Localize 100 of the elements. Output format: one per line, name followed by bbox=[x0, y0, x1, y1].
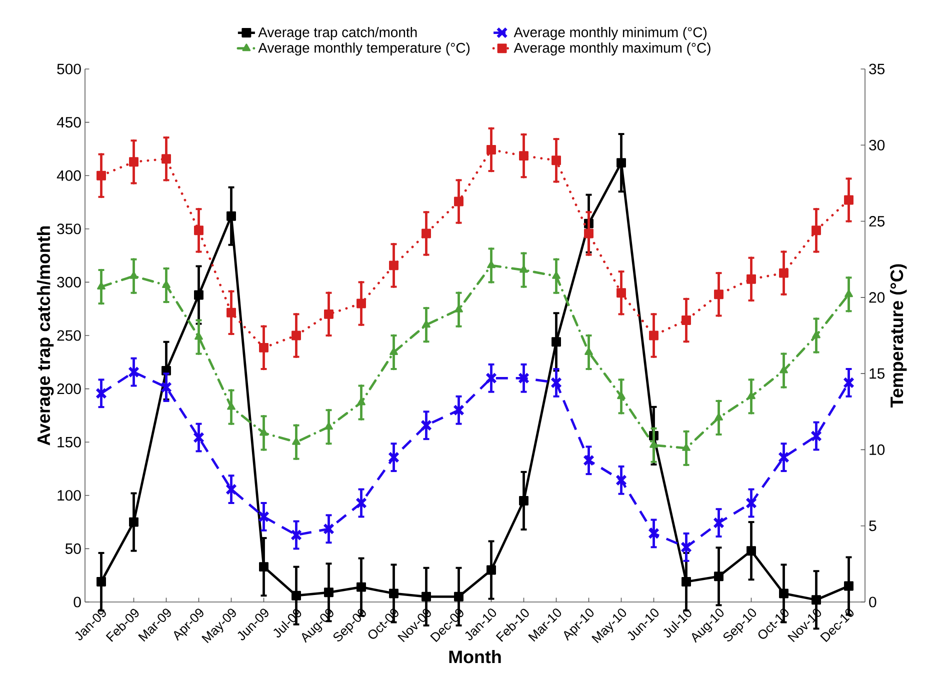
point bbox=[129, 517, 138, 527]
point bbox=[812, 226, 821, 236]
x-axis-title: Month bbox=[449, 650, 501, 664]
point bbox=[487, 260, 496, 268]
y-tick-label: 500 bbox=[57, 64, 81, 74]
point bbox=[356, 298, 366, 308]
y-axis-title: Average trap catch/month bbox=[36, 226, 54, 446]
point bbox=[292, 437, 300, 445]
y-tick-label: 200 bbox=[57, 384, 81, 394]
point bbox=[648, 528, 660, 540]
point bbox=[356, 497, 367, 509]
point bbox=[812, 330, 820, 338]
point bbox=[616, 474, 627, 486]
point bbox=[550, 376, 562, 388]
point bbox=[552, 271, 560, 279]
point bbox=[778, 452, 790, 464]
y2-tick-label: 0 bbox=[869, 596, 876, 608]
point bbox=[552, 156, 561, 166]
point bbox=[746, 497, 757, 509]
point bbox=[162, 154, 171, 164]
point bbox=[682, 443, 690, 451]
point bbox=[390, 348, 398, 355]
y-tick-label: 400 bbox=[56, 170, 81, 181]
point bbox=[486, 565, 496, 575]
point bbox=[226, 308, 236, 318]
point bbox=[96, 388, 107, 400]
y2-tick-label: 15 bbox=[870, 368, 885, 379]
point bbox=[682, 577, 691, 586]
point bbox=[389, 588, 398, 598]
point bbox=[227, 402, 236, 410]
y-tick-label: 0 bbox=[74, 596, 81, 608]
point bbox=[714, 572, 724, 582]
point bbox=[388, 452, 400, 464]
point bbox=[780, 366, 788, 374]
point bbox=[583, 454, 594, 466]
point bbox=[746, 546, 756, 556]
point bbox=[454, 592, 464, 602]
point bbox=[518, 372, 530, 384]
y-tick-label: 250 bbox=[57, 330, 81, 341]
point bbox=[649, 330, 658, 340]
legend-label: Average monthly temperature (°C) bbox=[258, 42, 470, 56]
y-tick-label: 100 bbox=[58, 490, 81, 501]
point bbox=[357, 398, 366, 406]
y2-tick-label: 25 bbox=[869, 216, 885, 227]
point bbox=[162, 280, 170, 288]
legend-label: Average monthly minimum (°C) bbox=[514, 26, 707, 40]
y2-tick-label: 30 bbox=[869, 140, 885, 150]
point bbox=[160, 382, 172, 393]
point bbox=[290, 529, 302, 541]
point bbox=[97, 282, 106, 290]
point bbox=[519, 151, 528, 161]
point bbox=[96, 577, 106, 586]
point bbox=[714, 290, 724, 300]
point bbox=[194, 290, 204, 300]
point bbox=[422, 228, 431, 238]
point bbox=[617, 392, 626, 400]
point bbox=[422, 320, 430, 328]
point bbox=[356, 582, 366, 592]
point bbox=[584, 228, 594, 238]
point bbox=[747, 392, 756, 400]
point bbox=[486, 144, 496, 154]
legend-label: Average trap catch/month bbox=[258, 26, 417, 40]
y-tick-label: 450 bbox=[56, 117, 81, 128]
point bbox=[486, 372, 497, 384]
y2-tick-label: 5 bbox=[869, 520, 876, 532]
point bbox=[193, 432, 204, 444]
point bbox=[713, 517, 724, 529]
point bbox=[389, 260, 398, 270]
point bbox=[680, 541, 692, 553]
point bbox=[226, 484, 237, 496]
point bbox=[323, 523, 334, 535]
point bbox=[324, 588, 334, 598]
y-tick-label: 300 bbox=[57, 276, 81, 288]
y2-tick-label: 35 bbox=[869, 64, 885, 74]
point bbox=[810, 430, 822, 442]
point bbox=[292, 590, 301, 600]
point bbox=[812, 595, 821, 605]
y2-tick-label: 10 bbox=[870, 444, 885, 455]
point bbox=[259, 562, 268, 572]
point bbox=[746, 274, 756, 284]
y2-axis-title: Temperature (°C) bbox=[890, 264, 907, 408]
point bbox=[682, 316, 691, 326]
y-tick-label: 150 bbox=[58, 436, 81, 448]
legend-label: Average monthly maximum (°C) bbox=[514, 42, 710, 56]
point bbox=[422, 592, 431, 602]
point bbox=[194, 332, 203, 340]
point bbox=[584, 348, 593, 355]
point bbox=[616, 288, 626, 298]
point bbox=[519, 496, 528, 506]
point bbox=[779, 588, 788, 598]
point bbox=[844, 195, 854, 205]
point bbox=[130, 271, 138, 279]
point bbox=[226, 211, 236, 221]
point bbox=[128, 366, 140, 378]
point bbox=[96, 170, 106, 180]
point bbox=[779, 268, 788, 278]
point bbox=[552, 337, 561, 347]
point bbox=[454, 304, 463, 312]
point bbox=[260, 428, 268, 436]
y2-tick-label: 20 bbox=[869, 292, 885, 303]
